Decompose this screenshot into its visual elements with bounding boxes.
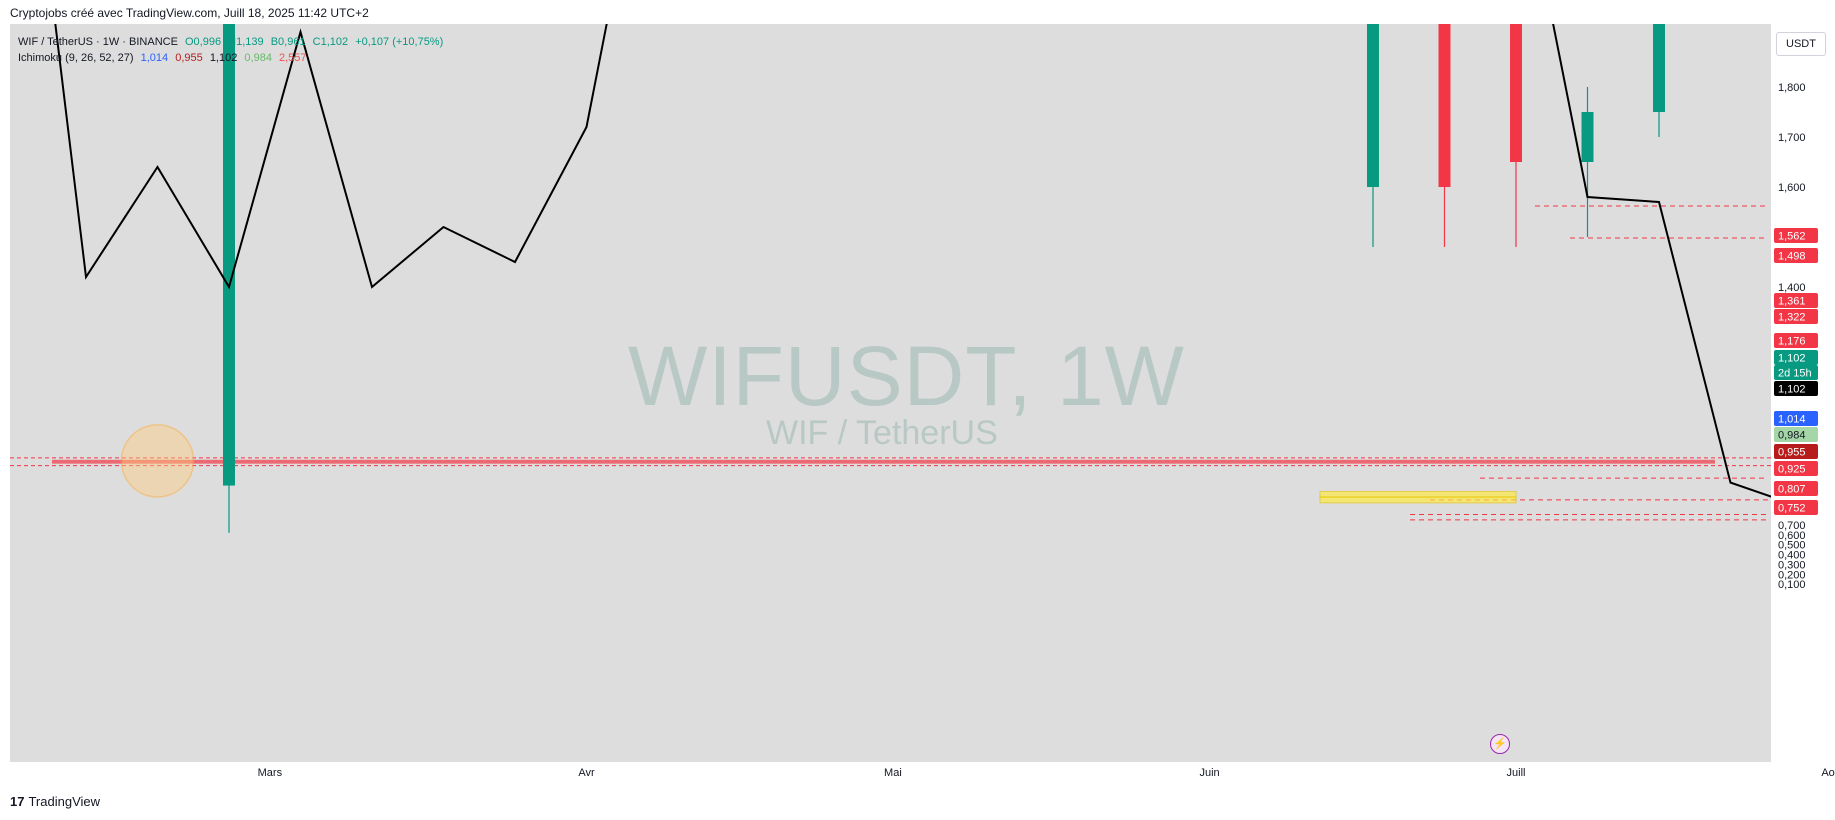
x-tick-label-1: Avr <box>578 767 595 779</box>
candle-body-5 <box>1653 24 1665 112</box>
events-bolt-icon[interactable]: ⚡ <box>1490 734 1510 754</box>
price-label-12: 0,807 <box>1778 484 1806 496</box>
price-label-bg-3 <box>1774 309 1818 324</box>
price-label-bg-1 <box>1774 248 1818 263</box>
legend-ichimoku-label[interactable]: Ichimoku (9, 26, 52, 27) <box>18 52 134 64</box>
author-line: Cryptojobs créé avec TradingView.com, Ju… <box>10 6 369 20</box>
legend-ichimoku-span-a: 0,984 <box>244 52 272 64</box>
circle-mark-0 <box>120 424 195 498</box>
price-label-bg-2 <box>1774 293 1818 308</box>
footer-brand-text: TradingView <box>28 794 101 809</box>
legend-ichimoku-span-b: 2,557 <box>279 52 307 64</box>
candle-body-3 <box>1510 24 1522 162</box>
price-label-5: 1,102 <box>1778 353 1806 365</box>
x-tick-label-3: Juin <box>1199 767 1219 779</box>
candle-body-0 <box>223 24 235 486</box>
x-tick-label-2: Mai <box>884 767 902 779</box>
y-tick-label-4: 1,600 <box>1778 182 1806 194</box>
legend-symbol[interactable]: WIF / TetherUS · 1W · BINANCE <box>18 36 178 48</box>
price-label-9: 0,984 <box>1778 430 1806 442</box>
legend-open: O0,996 <box>185 36 222 48</box>
legend-ichimoku-kijun: 0,955 <box>175 52 203 64</box>
price-label-bg-0 <box>1774 228 1818 243</box>
price-label-11: 0,925 <box>1778 464 1806 476</box>
price-label-bg-12 <box>1774 481 1818 496</box>
y-tick-label-10: 0,300 <box>1778 559 1806 571</box>
price-label-8: 1,014 <box>1778 414 1806 426</box>
y-tick-label-2: 1,800 <box>1778 82 1806 94</box>
candle-body-2 <box>1438 24 1451 187</box>
legend-change: +0,107 (+10,75%) <box>355 36 444 48</box>
y-tick-label-6: 0,700 <box>1778 520 1806 532</box>
price-label-0: 1,562 <box>1778 231 1806 243</box>
y-tick-label-3: 1,700 <box>1778 132 1806 144</box>
price-label-3: 1,322 <box>1778 312 1806 324</box>
legend-ichimoku-chikou: 1,102 <box>209 52 238 64</box>
plot-layer <box>10 24 1771 533</box>
price-label-bg-7 <box>1774 381 1818 396</box>
legend-symbol-row: WIF / TetherUS · 1W · BINANCE O0,996 H1,… <box>18 34 447 50</box>
tradingview-logo-icon: 17 <box>10 794 25 809</box>
watermark-name: WIF / TetherUS <box>766 414 998 452</box>
price-label-1: 1,498 <box>1778 251 1806 263</box>
chart-area[interactable] <box>10 24 1771 784</box>
price-label-bg-11 <box>1774 461 1818 476</box>
currency-button[interactable]: USDT <box>1776 32 1826 56</box>
x-tick-label-4: Juill <box>1507 767 1526 779</box>
time-axis[interactable] <box>10 762 1771 784</box>
chikou-line <box>54 24 1771 498</box>
price-label-2: 1,361 <box>1778 296 1806 308</box>
legend-high: H1,139 <box>228 36 264 48</box>
y-tick-label-12: 0,100 <box>1778 579 1806 591</box>
y-tick-label-5: 1,400 <box>1778 282 1806 294</box>
chart-legend: WIF / TetherUS · 1W · BINANCE O0,996 H1,… <box>18 34 447 66</box>
legend-close: C1,102 <box>312 36 349 48</box>
legend-low: B0,961 <box>270 36 306 48</box>
candle-body-4 <box>1581 112 1594 162</box>
legend-ichimoku-tenkan: 1,014 <box>140 52 169 64</box>
price-label-bg-5 <box>1774 350 1818 365</box>
footer-brand[interactable]: 17 TradingView <box>10 794 100 809</box>
price-label-bg-6 <box>1774 365 1818 380</box>
y-tick-label-7: 0,600 <box>1778 530 1806 542</box>
candle-body-1 <box>1367 24 1379 187</box>
price-label-6: 2d 15h <box>1778 368 1812 380</box>
price-label-bg-13 <box>1774 500 1818 515</box>
price-label-bg-8 <box>1774 411 1818 426</box>
price-label-13: 0,752 <box>1778 503 1806 515</box>
legend-ichimoku-row: Ichimoku (9, 26, 52, 27) 1,014 0,955 1,1… <box>18 50 447 66</box>
price-axis[interactable] <box>1771 24 1835 784</box>
yellow-zone-1 <box>1319 496 1517 504</box>
x-tick-label-5: Août <box>1821 767 1835 779</box>
price-label-bg-10 <box>1774 444 1818 459</box>
price-label-bg-9 <box>1774 427 1818 442</box>
watermark-symbol: WIFUSDT, 1W <box>628 329 1185 423</box>
resistance-zone <box>52 459 1715 464</box>
y-tick-label-9: 0,400 <box>1778 550 1806 562</box>
x-tick-label-0: Mars <box>258 767 283 779</box>
price-label-4: 1,176 <box>1778 336 1806 348</box>
price-label-bg-4 <box>1774 333 1818 348</box>
price-label-7: 1,102 <box>1778 384 1806 396</box>
y-tick-label-11: 0,200 <box>1778 569 1806 581</box>
price-label-10: 0,955 <box>1778 447 1806 459</box>
y-tick-label-8: 0,500 <box>1778 540 1806 552</box>
